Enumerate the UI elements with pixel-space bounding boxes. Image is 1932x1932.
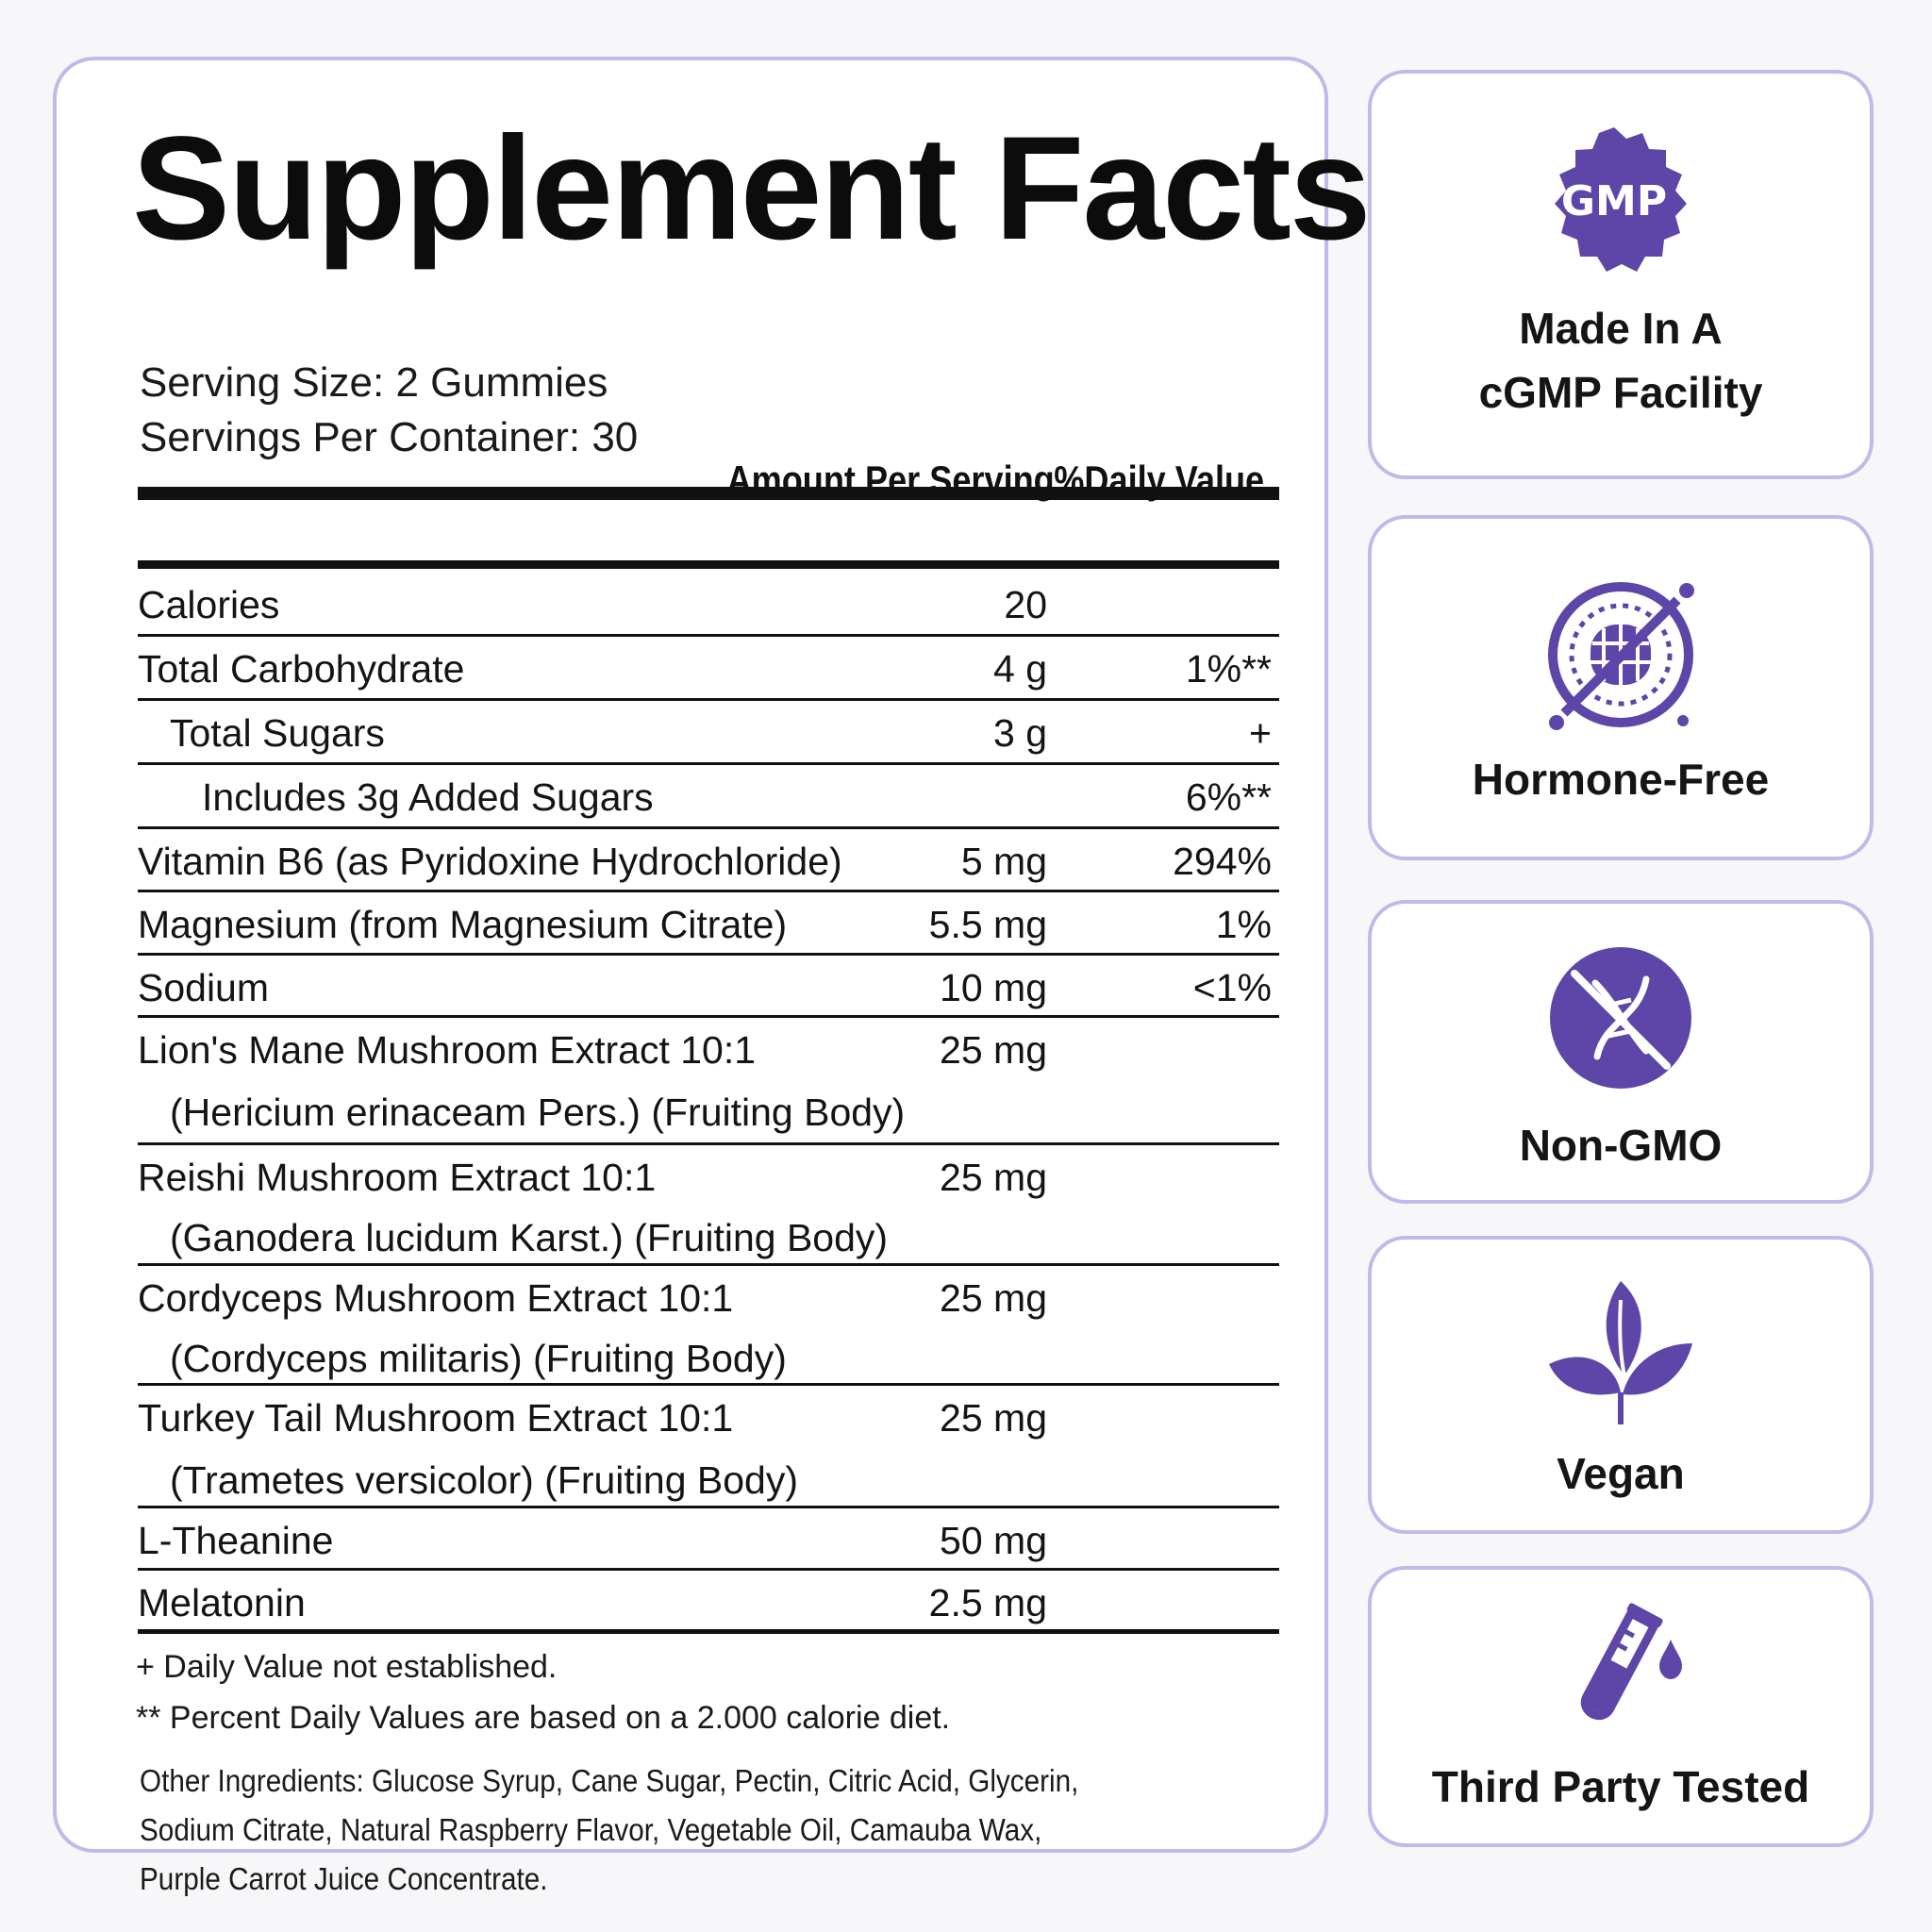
row-amount: 25 mg xyxy=(940,1396,1047,1440)
badge-gmp-label-line1: Made In A xyxy=(1519,304,1723,353)
row-dv: 294% xyxy=(1173,840,1272,883)
row-amount: 25 mg xyxy=(940,1156,1047,1199)
row-amount: 20 xyxy=(1004,583,1047,626)
row-amount: 25 mg xyxy=(940,1276,1047,1320)
row-amount: 4 g xyxy=(993,647,1047,691)
facts-row-sodium: Sodium 10 mg <1% xyxy=(138,956,1279,1018)
row-detail: (Trametes versicolor) (Fruiting Body) xyxy=(170,1458,799,1502)
row-detail: (Hericium erinaceam Pers.) (Fruiting Bod… xyxy=(170,1091,906,1134)
row-name: Lion's Mane Mushroom Extract 10:1 xyxy=(138,1028,757,1072)
row-name: Vitamin B6 (as Pyridoxine Hydrochloride) xyxy=(138,840,842,883)
badge-gmp: GMP Made In A cGMP Facility xyxy=(1368,70,1874,479)
facts-row-melatonin: Melatonin 2.5 mg xyxy=(138,1571,1279,1634)
row-name: Melatonin xyxy=(138,1581,306,1624)
badge-non-gmo: Non-GMO xyxy=(1368,900,1874,1204)
facts-row-calories: Calories 20 xyxy=(138,569,1279,637)
serving-size: Serving Size: 2 Gummies xyxy=(140,359,608,406)
row-amount: 10 mg xyxy=(940,966,1047,1009)
footnote-dv-not-established: + Daily Value not established. xyxy=(136,1649,558,1685)
daily-value-header: %Daily Value xyxy=(1054,458,1264,502)
facts-row-total-sugars: Total Sugars 3 g + xyxy=(138,701,1279,765)
facts-row-magnesium: Magnesium (from Magnesium Citrate) 5.5 m… xyxy=(138,892,1279,956)
row-name: Includes 3g Added Sugars xyxy=(202,775,654,819)
row-amount: 25 mg xyxy=(940,1028,1047,1072)
gmp-seal-icon: GMP xyxy=(1545,125,1696,275)
row-name: Total Carbohydrate xyxy=(138,647,465,691)
facts-row-vitamin-b6: Vitamin B6 (as Pyridoxine Hydrochloride)… xyxy=(138,829,1279,892)
row-detail: (Cordyceps militaris) (Fruiting Body) xyxy=(170,1337,787,1380)
badge-vegan-label: Vegan xyxy=(1557,1449,1685,1498)
footnote-percent-dv: ** Percent Daily Values are based on a 2… xyxy=(136,1700,951,1736)
test-tube-icon xyxy=(1550,1598,1691,1740)
row-name: Turkey Tail Mushroom Extract 10:1 xyxy=(138,1396,734,1440)
row-dv: 1% xyxy=(1215,903,1272,946)
badge-hormone-free-label: Hormone-Free xyxy=(1472,755,1770,804)
row-name: Calories xyxy=(138,583,280,626)
row-dv: <1% xyxy=(1192,966,1272,1009)
facts-title: Supplement Facts xyxy=(132,107,1372,271)
row-dv: + xyxy=(1249,711,1272,755)
row-amount: 5 mg xyxy=(960,840,1047,883)
amount-per-serving-header: Amount Per Serving xyxy=(726,458,1055,502)
facts-row-cordyceps: Cordyceps Mushroom Extract 10:1 (Cordyce… xyxy=(138,1266,1279,1386)
non-gmo-icon xyxy=(1548,945,1693,1091)
badge-vegan: Vegan xyxy=(1368,1236,1874,1534)
row-dv: 1%** xyxy=(1185,647,1272,691)
facts-row-lions-mane: Lion's Mane Mushroom Extract 10:1 (Heric… xyxy=(138,1018,1279,1145)
row-name: Cordyceps Mushroom Extract 10:1 xyxy=(138,1276,734,1320)
row-name: Reishi Mushroom Extract 10:1 xyxy=(138,1156,657,1199)
thick-divider xyxy=(138,487,1279,500)
facts-row-total-carbohydrate: Total Carbohydrate 4 g 1%** xyxy=(138,637,1279,701)
other-ingredients: Other Ingredients: Glucose Syrup, Cane S… xyxy=(140,1763,1079,1896)
facts-row-turkey-tail: Turkey Tail Mushroom Extract 10:1 (Trame… xyxy=(138,1386,1279,1508)
facts-row-l-theanine: L-Theanine 50 mg xyxy=(138,1508,1279,1571)
hormone-free-icon xyxy=(1536,572,1706,741)
gmp-seal-text: GMP xyxy=(1561,177,1667,225)
badge-third-party-tested: Third Party Tested xyxy=(1368,1566,1874,1847)
supplement-facts-panel: Supplement Facts Serving Size: 2 Gummies… xyxy=(53,57,1372,1896)
row-detail: (Ganodera lucidum Karst.) (Fruiting Body… xyxy=(170,1216,889,1259)
row-amount: 3 g xyxy=(993,711,1047,755)
servings-per-container: Servings Per Container: 30 xyxy=(140,414,639,460)
badge-hormone-free: Hormone-Free xyxy=(1368,515,1874,860)
facts-row-added-sugars: Includes 3g Added Sugars 6%** xyxy=(138,765,1279,829)
row-dv: 6%** xyxy=(1185,775,1272,819)
row-name: Magnesium (from Magnesium Citrate) xyxy=(138,903,788,946)
row-amount: 2.5 mg xyxy=(928,1581,1047,1624)
row-amount: 50 mg xyxy=(940,1519,1047,1562)
vegan-leaves-icon xyxy=(1545,1277,1696,1428)
badge-gmp-label-line2: cGMP Facility xyxy=(1478,368,1763,417)
header-divider xyxy=(138,560,1279,569)
badge-non-gmo-label: Non-GMO xyxy=(1519,1121,1723,1170)
row-name: Total Sugars xyxy=(170,711,385,755)
row-name: L-Theanine xyxy=(138,1519,334,1562)
badge-third-party-tested-label: Third Party Tested xyxy=(1431,1762,1810,1811)
facts-row-reishi: Reishi Mushroom Extract 10:1 (Ganodera l… xyxy=(138,1145,1279,1266)
row-amount: 5.5 mg xyxy=(928,903,1047,946)
row-name: Sodium xyxy=(138,966,270,1009)
